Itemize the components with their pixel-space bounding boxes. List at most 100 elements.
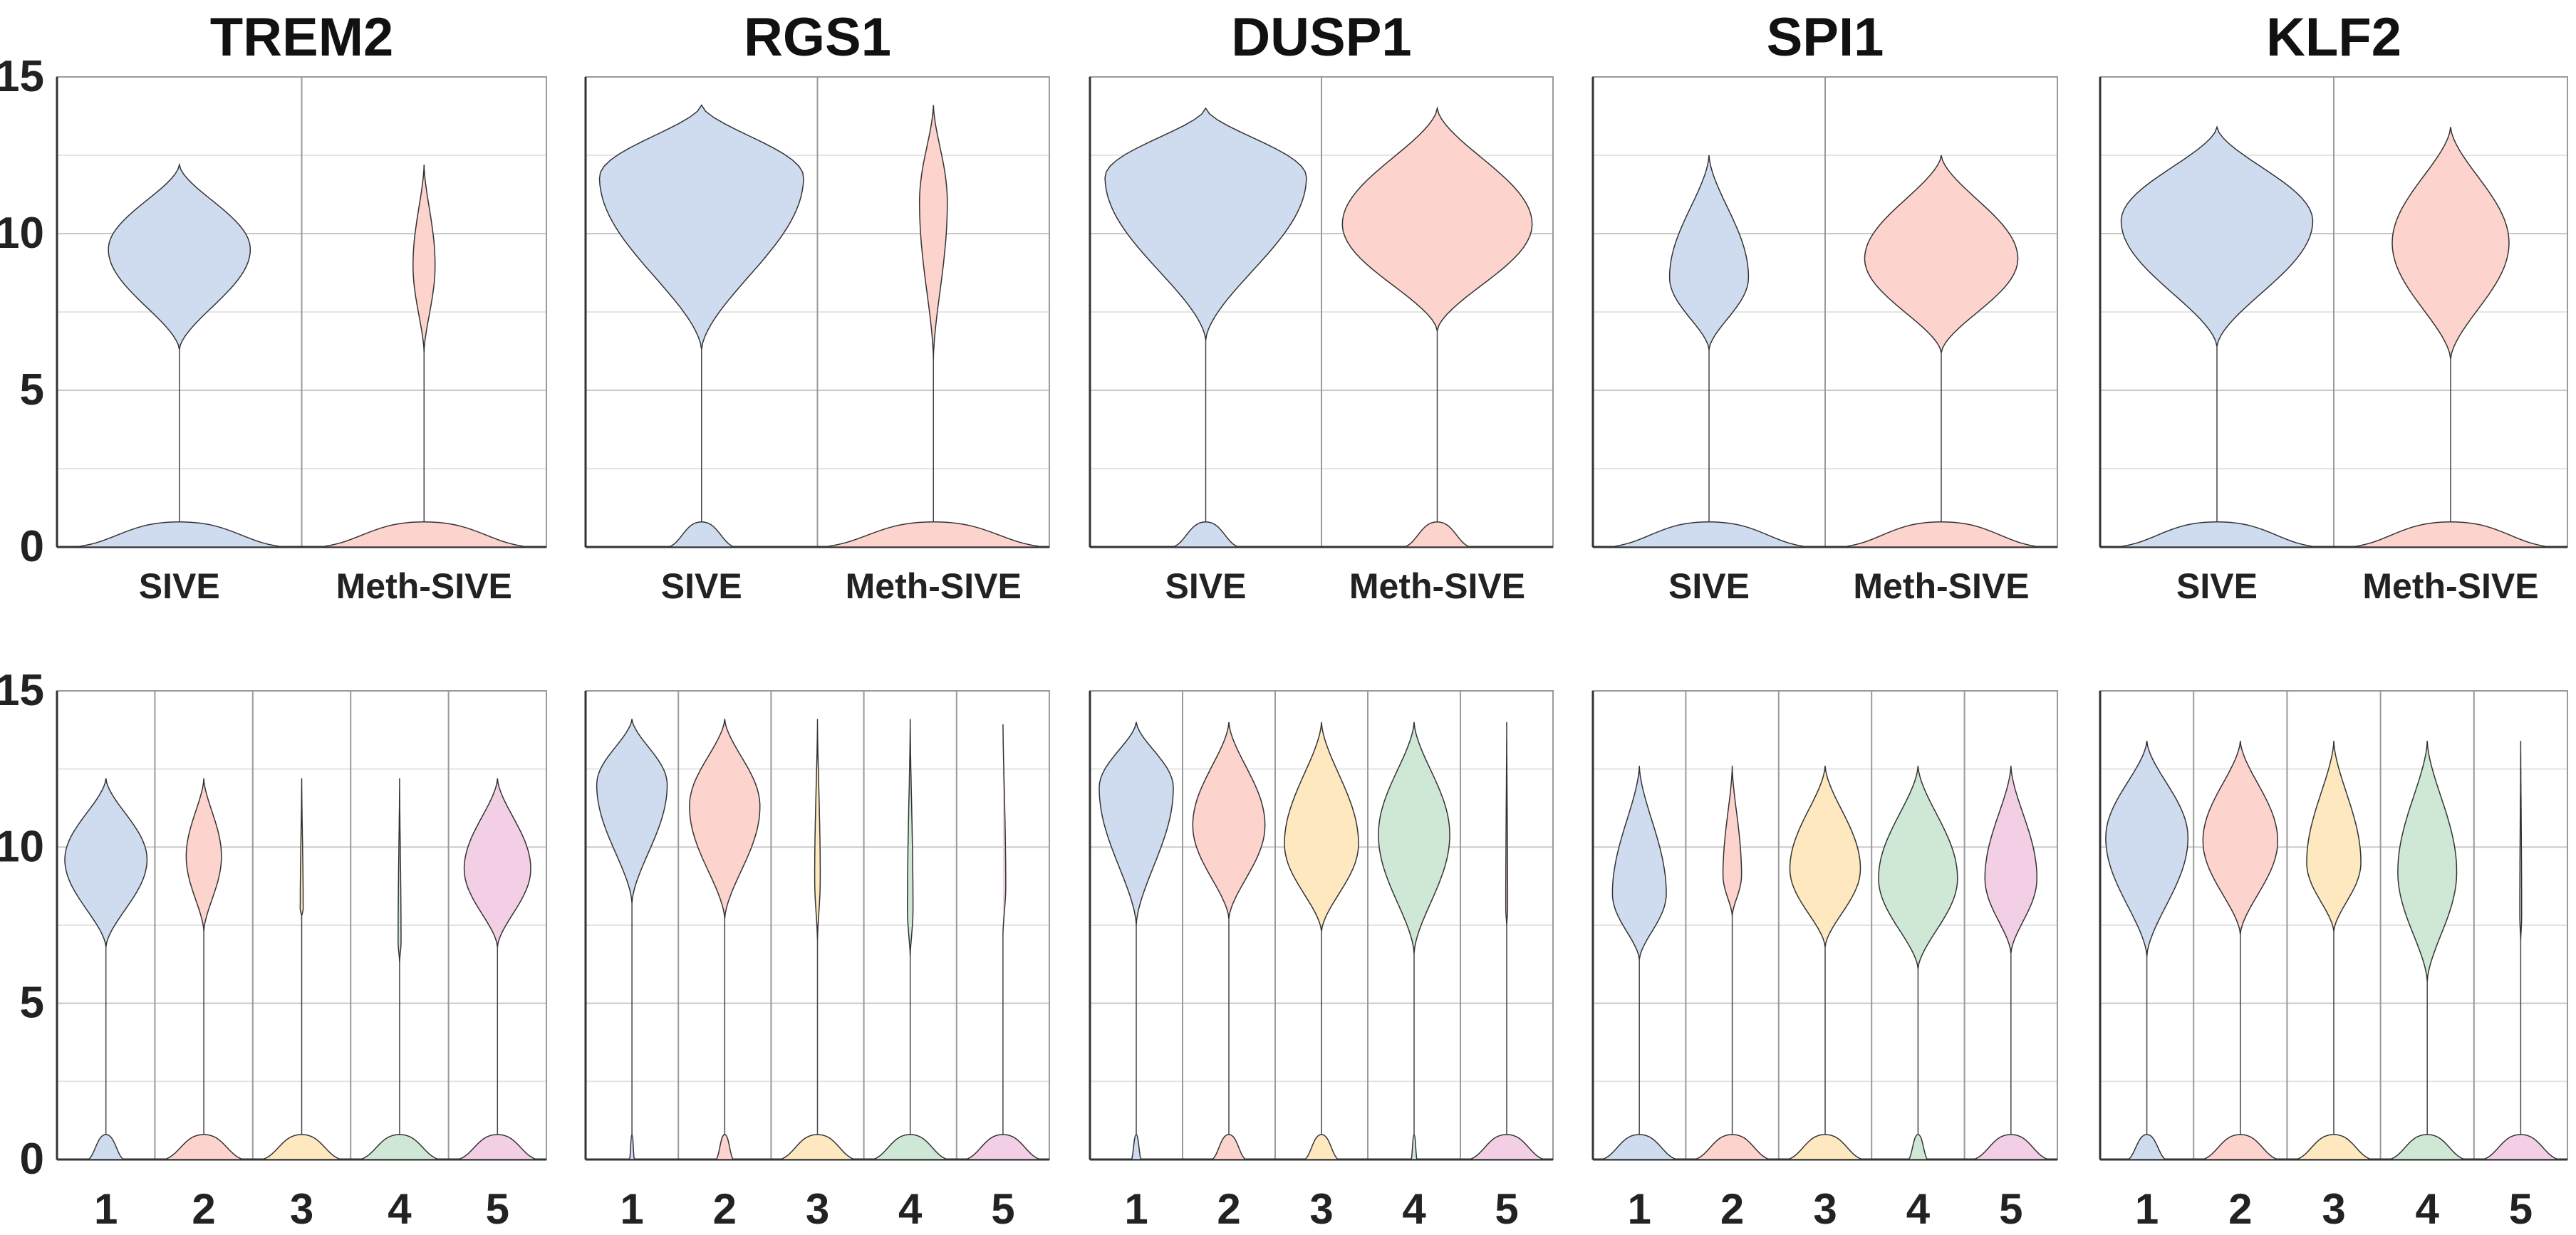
violin-body (64, 778, 148, 947)
y-tick-label: 0 (20, 522, 44, 571)
violin-body (412, 165, 436, 353)
violin-base (1973, 1134, 2049, 1160)
violin-body (2391, 127, 2510, 360)
category-label: 3 (1813, 1185, 1837, 1233)
category-label: 3 (806, 1185, 829, 1233)
violin-body (1104, 107, 1307, 340)
violin-base (1404, 521, 1470, 548)
y-tick-label: 15 (0, 666, 44, 715)
violin-body (2397, 741, 2458, 982)
category-label: SIVE (1165, 566, 1247, 606)
violin-body (1984, 766, 2038, 954)
gene-title: TREM2 (210, 7, 394, 68)
violin-body (1002, 724, 1007, 935)
category-label: Meth-SIVE (1349, 566, 1525, 606)
violin-base (2351, 521, 2550, 548)
category-label: Meth-SIVE (1853, 566, 2029, 606)
violin-base (262, 1134, 341, 1160)
violin-base (86, 1134, 125, 1160)
violin-body (2519, 741, 2523, 941)
violin-body (1284, 721, 1359, 932)
violin-body (689, 719, 761, 919)
violin-body (1878, 766, 1958, 969)
category-label: Meth-SIVE (846, 566, 1022, 606)
violin-base (1695, 1134, 1770, 1160)
violin-base (2389, 1134, 2465, 1160)
violin-base (164, 1134, 244, 1160)
category-label: 2 (1720, 1185, 1744, 1233)
violin-body (185, 778, 222, 932)
category-label: SIVE (139, 566, 220, 606)
category-label: 4 (1402, 1185, 1426, 1233)
category-label: 1 (1124, 1185, 1148, 1233)
violin-body (1611, 766, 1667, 960)
violin-base (1787, 1134, 1863, 1160)
violin-body (2202, 741, 2278, 935)
violin-base (2117, 521, 2317, 548)
y-tick-label: 15 (0, 52, 44, 101)
violin-base (1610, 521, 1808, 548)
category-label: 2 (713, 1185, 737, 1233)
category-label: Meth-SIVE (2362, 566, 2538, 606)
violin-base (780, 1134, 855, 1160)
violin-body (1722, 766, 1743, 916)
category-label: 5 (1495, 1185, 1518, 1233)
violin-body (1864, 155, 2019, 355)
violin-base (628, 1134, 635, 1160)
gene-title: SPI1 (1767, 7, 1884, 68)
category-label: Meth-SIVE (336, 566, 512, 606)
violin-body (1192, 721, 1266, 919)
violin-body (108, 162, 251, 350)
category-label: 5 (2509, 1185, 2533, 1233)
category-label: 3 (290, 1185, 313, 1233)
category-label: 1 (1628, 1185, 1651, 1233)
y-tick-label: 5 (20, 979, 44, 1028)
category-label: SIVE (661, 566, 742, 606)
violin-base (1601, 1134, 1677, 1160)
violin-base (2126, 1134, 2168, 1160)
y-tick-label: 10 (0, 822, 44, 871)
violin-body (907, 719, 914, 957)
violin-body (463, 778, 531, 947)
violin-base (458, 1134, 537, 1160)
category-label: 5 (1999, 1185, 2022, 1233)
violin-body (596, 719, 668, 904)
violin-body (2120, 125, 2314, 347)
violin-base (75, 521, 284, 548)
category-label: 4 (2416, 1185, 2440, 1233)
violin-base (320, 521, 529, 548)
category-label: 2 (1217, 1185, 1240, 1233)
violin-base (360, 1134, 440, 1160)
violin-base (1210, 1134, 1247, 1160)
y-tick-label: 5 (20, 365, 44, 415)
violin-body (1378, 721, 1450, 954)
category-label: 4 (1906, 1185, 1931, 1233)
violin-base (1411, 1134, 1418, 1160)
violin-body (1341, 106, 1533, 333)
violin-base (2483, 1134, 2559, 1160)
category-label: SIVE (2176, 566, 2258, 606)
violin-base (1303, 1134, 1340, 1160)
violin-base (1469, 1134, 1544, 1160)
gene-title: KLF2 (2266, 7, 2401, 68)
violin-base (715, 1134, 734, 1160)
violin-body (1505, 721, 1509, 926)
violin-base (2296, 1134, 2372, 1160)
gene-title: RGS1 (744, 7, 891, 68)
violin-base (1842, 521, 2040, 548)
violin-body (598, 104, 804, 350)
category-label: 3 (2322, 1185, 2345, 1233)
category-label: 1 (2135, 1185, 2159, 1233)
category-label: 5 (486, 1185, 509, 1233)
category-label: 4 (898, 1185, 923, 1233)
violin-base (668, 521, 734, 548)
violin-body (918, 105, 948, 360)
category-label: 4 (388, 1185, 412, 1233)
category-label: 2 (192, 1185, 215, 1233)
gene-title: DUSP1 (1231, 7, 1411, 68)
violin-body (1789, 766, 1861, 947)
category-label: SIVE (1668, 566, 1750, 606)
category-label: 1 (94, 1185, 118, 1233)
violin-body (398, 778, 402, 963)
